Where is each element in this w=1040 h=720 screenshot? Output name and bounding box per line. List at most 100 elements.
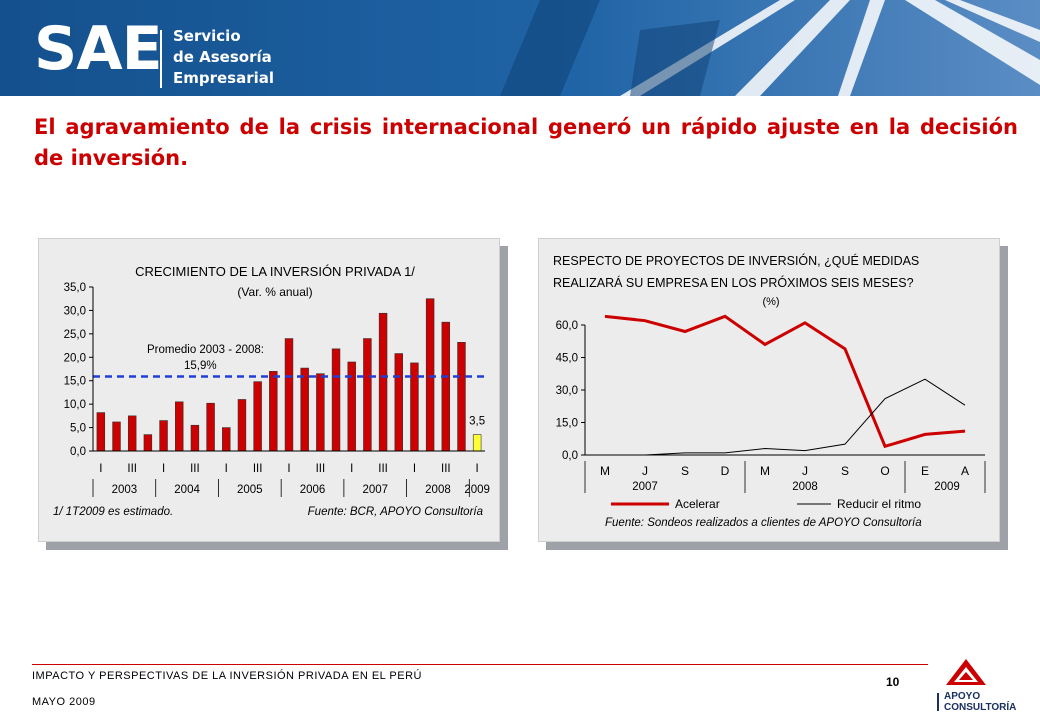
bar [269, 371, 278, 452]
line-chart-title-2: REALIZARÁ SU EMPRESA EN LOS PRÓXIMOS SEI… [553, 275, 914, 290]
footer-document-title: IMPACTO Y PERSPECTIVAS DE LA INVERSIÓN P… [32, 670, 422, 682]
bar-estimated [472, 434, 482, 452]
line-chart-title-1: RESPECTO DE PROYECTOS DE INVERSIÓN, ¿QUÉ… [553, 253, 919, 268]
line-year-label: 2008 [792, 481, 818, 493]
sae-logo: SAE [34, 14, 163, 84]
bar-year-label: 2004 [174, 484, 200, 496]
bar-quarter-label: I [225, 463, 228, 475]
footer-date: MAYO 2009 [32, 696, 96, 708]
line-month-label: S [681, 464, 689, 478]
line-chart-source: Fuente: Sondeos realizados a clientes de… [605, 517, 922, 529]
bar [222, 427, 231, 452]
bar-year-label: 2003 [112, 484, 138, 496]
bar [300, 367, 309, 452]
line-chart-unit: (%) [762, 296, 779, 308]
logo-divider [160, 30, 162, 88]
bar-chart-title: CRECIMIENTO DE LA INVERSIÓN PRIVADA 1/ [135, 264, 415, 279]
bar [190, 424, 200, 452]
legend-label-acelerar: Acelerar [675, 497, 720, 511]
line-year-label: 2009 [934, 481, 960, 493]
bar-y-tick-label: 15,0 [64, 376, 86, 388]
bar [425, 298, 435, 452]
bar-year-label: 2009 [464, 484, 490, 496]
bar-y-tick-label: 10,0 [64, 399, 86, 411]
bar-y-tick-label: 5,0 [70, 423, 86, 435]
line-y-tick-label: 15,0 [556, 418, 578, 430]
bar [175, 401, 184, 452]
logo-line-1: Servicio [173, 27, 241, 45]
line-y-tick-label: 60,0 [556, 320, 578, 332]
bar-quarter-label: I [99, 463, 102, 475]
line-month-label: J [802, 464, 808, 478]
bar-quarter-label: I [413, 463, 416, 475]
line-month-label: J [642, 464, 648, 478]
bar-quarter-label: III [253, 463, 263, 475]
line-y-tick-label: 45,0 [556, 353, 578, 365]
bar-chart-subtitle: (Var. % anual) [237, 285, 312, 299]
apoyo-brand-line-1: APOYO [944, 691, 980, 702]
header-background [0, 0, 1040, 96]
bar-y-tick-label: 0,0 [70, 446, 86, 458]
bar-chart-note: 1/ 1T2009 es estimado. [53, 506, 173, 518]
bar-quarter-label: III [378, 463, 388, 475]
line-month-label: O [880, 464, 889, 478]
average-label-line-2: 15,9% [184, 360, 217, 372]
investment-growth-panel: CRECIMIENTO DE LA INVERSIÓN PRIVADA 1/ (… [38, 238, 500, 542]
bar [143, 434, 153, 452]
bar [331, 348, 341, 452]
investment-measures-panel: RESPECTO DE PROYECTOS DE INVERSIÓN, ¿QUÉ… [538, 238, 1000, 542]
bar-y-tick-label: 25,0 [64, 329, 86, 341]
bar-quarter-label: III [441, 463, 451, 475]
bar [457, 341, 466, 452]
bar-year-label: 2008 [425, 484, 451, 496]
bar-chart-source: Fuente: BCR, APOYO Consultoría [308, 506, 483, 518]
line-month-label: D [721, 464, 730, 478]
series-line-reducir [605, 378, 966, 456]
bar [96, 412, 106, 452]
line-year-label: 2007 [632, 481, 658, 493]
bar [237, 399, 247, 452]
bar [253, 381, 262, 452]
line-month-label: A [961, 464, 969, 478]
apoyo-consultoria-logo: APOYO CONSULTORÍA [937, 659, 1016, 713]
bar-quarter-label: III [190, 463, 200, 475]
bar [316, 373, 325, 452]
footer-divider [32, 664, 928, 665]
line-month-label: S [841, 464, 849, 478]
page-number: 10 [886, 675, 900, 689]
bar-y-tick-label: 20,0 [64, 352, 86, 364]
bar [378, 312, 388, 452]
last-value-label: 3,5 [469, 416, 485, 428]
bar-y-tick-label: 30,0 [64, 305, 86, 317]
bar-year-label: 2006 [300, 484, 326, 496]
bar [284, 338, 294, 452]
bar [394, 353, 403, 452]
legend-label-reducir: Reducir el ritmo [837, 497, 921, 511]
header-banner: SAE Servicio de Asesoría Empresarial [0, 0, 1040, 96]
bar [159, 420, 168, 452]
line-month-label: M [760, 464, 770, 478]
bar [112, 421, 121, 452]
line-y-tick-label: 30,0 [556, 385, 578, 397]
investment-measures-chart: RESPECTO DE PROYECTOS DE INVERSIÓN, ¿QUÉ… [553, 253, 986, 529]
bar-year-label: 2005 [237, 484, 263, 496]
series-line-acelerar [604, 314, 966, 449]
bar-quarter-label: III [316, 463, 326, 475]
bar [441, 321, 451, 452]
logo-line-3: Empresarial [173, 69, 275, 87]
line-month-label: E [921, 464, 929, 478]
investment-growth-chart: CRECIMIENTO DE LA INVERSIÓN PRIVADA 1/ (… [53, 264, 490, 518]
line-month-label: M [600, 464, 610, 478]
bar-year-label: 2007 [362, 484, 388, 496]
average-label-line-1: Promedio 2003 - 2008: [147, 344, 264, 356]
bar [206, 402, 215, 452]
bar-quarter-label: I [162, 463, 165, 475]
bar [363, 338, 372, 452]
line-y-tick-label: 0,0 [562, 450, 578, 462]
slide-title: El agravamiento de la crisis internacion… [34, 115, 1018, 170]
bar-quarter-label: III [127, 463, 137, 475]
logo-subtitle: Servicio de Asesoría Empresarial [173, 26, 274, 89]
apoyo-brand-line-2: CONSULTORÍA [944, 700, 1016, 713]
bar-quarter-label: I [476, 463, 479, 475]
bar-y-tick-label: 35,0 [64, 282, 86, 294]
